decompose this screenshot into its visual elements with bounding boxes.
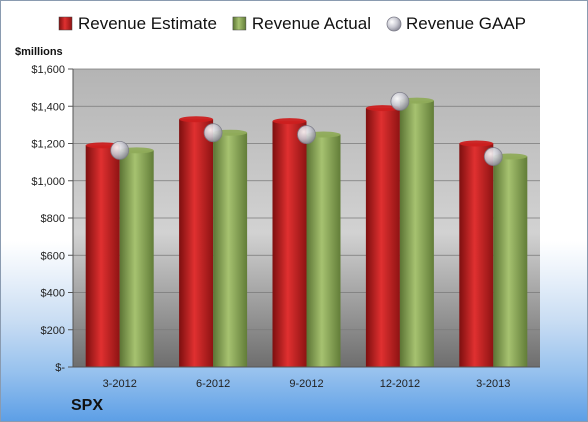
legend-swatch [232, 16, 247, 31]
bar-top [459, 140, 494, 147]
legend-label: Revenue Estimate [78, 14, 217, 33]
legend: Revenue Estimate Revenue Actual Revenue GA… [58, 14, 526, 33]
x-tick-label: 3-2012 [103, 378, 137, 390]
x-tick-label: 9-2012 [289, 378, 323, 390]
bar-revenue-actual [306, 131, 341, 367]
gaap-marker [483, 147, 503, 166]
bar-body [213, 132, 248, 367]
bar-body [493, 156, 528, 367]
bar-body [306, 134, 341, 367]
legend-label: Revenue Actual [252, 14, 371, 33]
axes: $- $200 $400 $600 $800 $1,000 $1,200 $1,400 $1,6… [31, 64, 540, 390]
bar-revenue-actual [399, 97, 434, 367]
gaap-marker [203, 123, 223, 143]
bar-revenue-estimate [179, 116, 214, 367]
y-tick-label: $1,400 [31, 101, 65, 113]
bar-top [365, 105, 400, 112]
bar-body [179, 119, 214, 367]
y-tick-label: $1,000 [31, 176, 65, 188]
legend-item: Revenue Actual [232, 14, 371, 33]
legend-marker [386, 16, 402, 32]
x-tick-label: 12-2012 [380, 378, 420, 390]
bar-body [459, 143, 494, 367]
bar-revenue-actual [493, 153, 528, 367]
x-tick-label: 6-2012 [196, 378, 230, 390]
gaap-marker [390, 92, 410, 111]
y-tick-label: $600 [41, 250, 65, 262]
bar-revenue-actual [213, 129, 248, 367]
y-tick-label: $800 [41, 213, 65, 225]
ticker-label: SPX [71, 397, 104, 414]
bar-body [119, 150, 154, 367]
gaap-marker [110, 140, 130, 160]
bar-body [85, 145, 120, 367]
legend-swatch [58, 16, 73, 31]
legend-item: Revenue Estimate [58, 14, 217, 33]
bar-revenue-estimate [85, 142, 120, 367]
bar-body [272, 121, 307, 368]
bar-revenue-estimate [459, 140, 494, 367]
y-tick-label: $1,200 [31, 139, 65, 151]
bar-top [272, 118, 307, 125]
x-tick-label: 3-2013 [476, 378, 510, 390]
y-tick-label: $- [55, 362, 65, 374]
bar-body [399, 100, 434, 367]
gaap-markers [110, 92, 503, 166]
y-tick-label: $1,600 [31, 64, 65, 76]
bar-revenue-estimate [272, 118, 307, 368]
gaap-marker [297, 125, 316, 144]
legend-item: Revenue GAAP [386, 14, 526, 33]
bar-body [365, 108, 400, 368]
bar-revenue-estimate [365, 105, 400, 368]
legend-label: Revenue GAAP [406, 14, 526, 33]
y-tick-label: $200 [41, 325, 65, 337]
y-axis-label: $millions [15, 46, 63, 58]
bar-top [179, 116, 214, 123]
bars [85, 97, 528, 368]
y-tick-label: $400 [41, 288, 65, 300]
bar-revenue-actual [119, 147, 154, 367]
